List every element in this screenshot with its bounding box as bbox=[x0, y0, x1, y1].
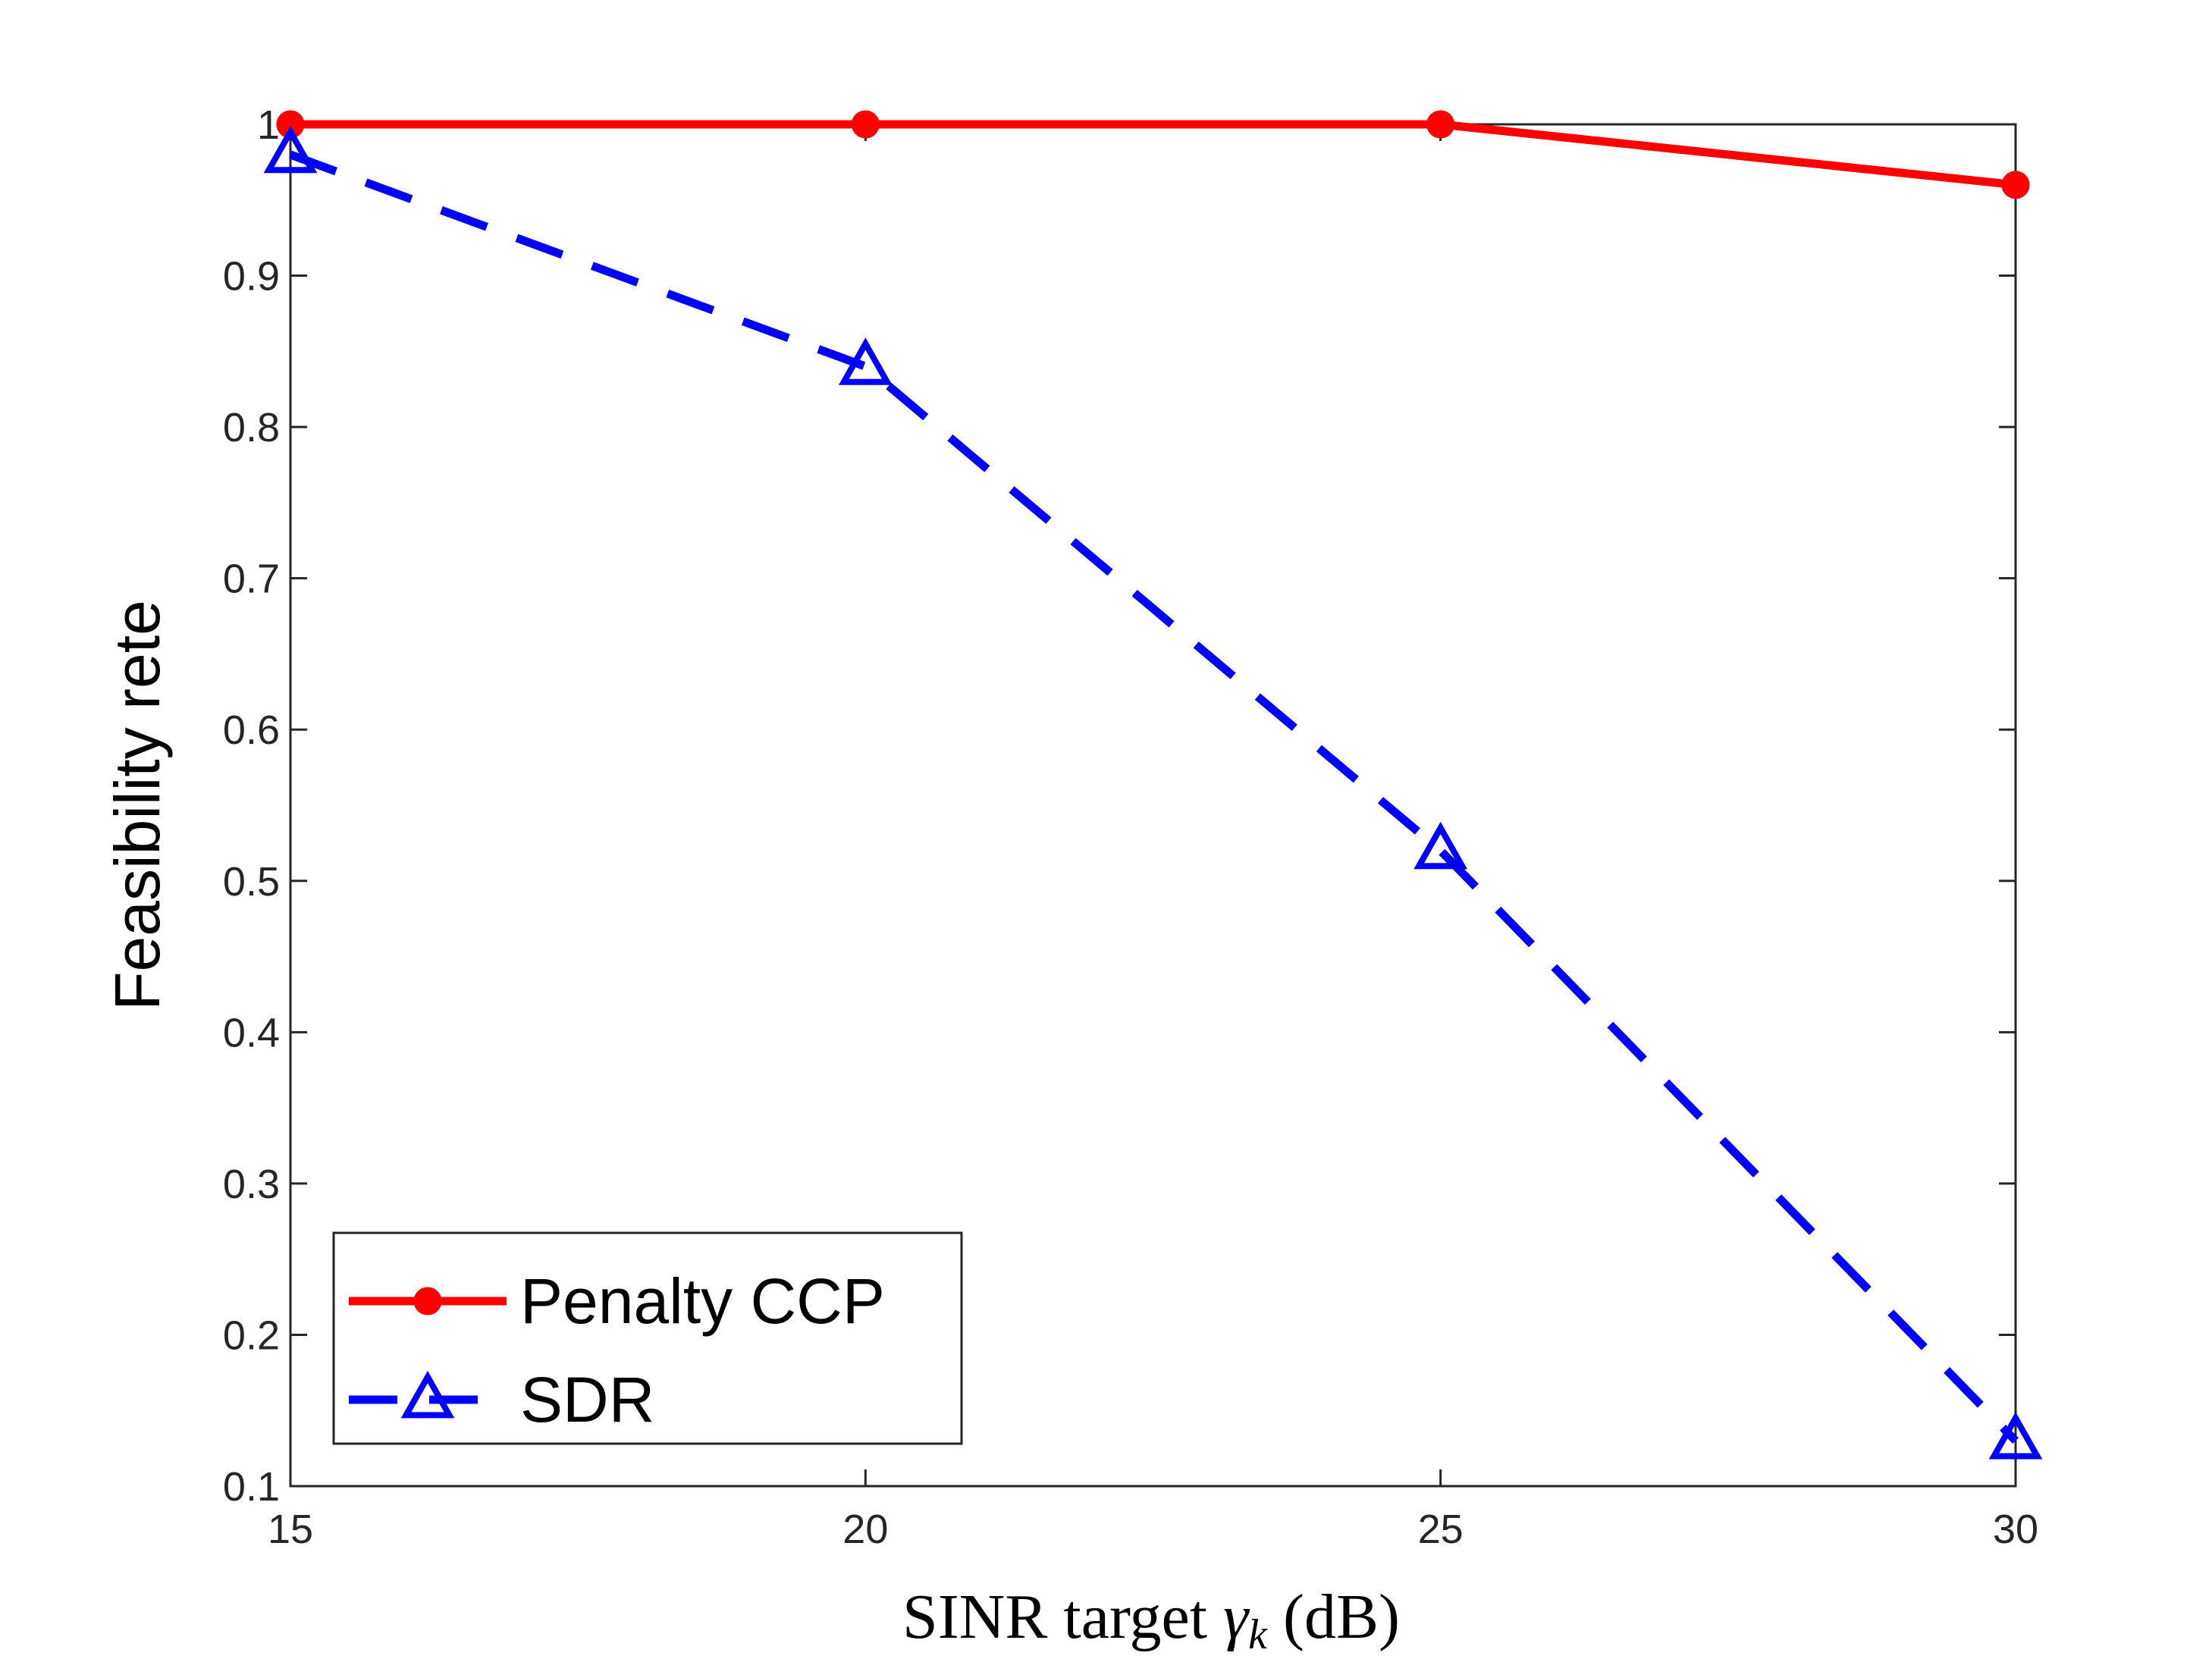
y-tick-label: 1 bbox=[257, 102, 280, 148]
x-tick-label: 15 bbox=[268, 1507, 313, 1552]
x-tick-label: 25 bbox=[1418, 1507, 1464, 1552]
y-tick-label: 0.6 bbox=[223, 707, 280, 753]
y-tick-labels: 0.1 0.2 0.3 0.4 0.5 0.6 0.7 0.8 0.9 1 bbox=[223, 102, 280, 1510]
legend-entries: Penalty CCP SDR bbox=[349, 1265, 885, 1435]
y-tick-label: 0.4 bbox=[223, 1010, 280, 1055]
data-point bbox=[1413, 821, 1468, 870]
x-axis-title: SINR target γk (dB) bbox=[902, 1582, 1400, 1658]
legend-box bbox=[332, 1231, 963, 1445]
series-line bbox=[290, 120, 2016, 190]
x-axis-title-symbol: γ bbox=[1223, 1582, 1250, 1652]
legend-entry: SDR bbox=[349, 1364, 654, 1435]
y-tick-label: 0.5 bbox=[223, 859, 280, 905]
data-point bbox=[838, 337, 893, 385]
y-tick-label: 0.2 bbox=[223, 1312, 280, 1358]
data-point bbox=[1426, 110, 1455, 139]
data-point bbox=[1988, 1412, 2043, 1460]
x-axis-title-unit: (dB) bbox=[1267, 1582, 1400, 1652]
series-layer bbox=[263, 110, 2043, 1460]
legend-entry: Penalty CCP bbox=[349, 1265, 885, 1337]
data-point bbox=[263, 125, 318, 174]
y-tick-label: 0.1 bbox=[223, 1464, 280, 1510]
y-axis-title: Feasibility rete bbox=[102, 600, 173, 1011]
y-tick-label: 0.9 bbox=[223, 254, 280, 299]
x-axis-title-main: SINR target bbox=[902, 1582, 1223, 1652]
x-tick-label: 20 bbox=[842, 1507, 888, 1552]
series-line bbox=[289, 150, 2019, 1444]
x-axis-title-subscript: k bbox=[1248, 1611, 1268, 1658]
y-tick-label: 0.7 bbox=[223, 557, 280, 602]
data-point bbox=[851, 110, 880, 139]
x-tick-labels: 15 20 25 30 bbox=[268, 1507, 2038, 1552]
series-1 bbox=[276, 110, 2030, 199]
y-tick-label: 0.8 bbox=[223, 405, 280, 450]
data-point bbox=[2001, 171, 2030, 199]
legend-marker bbox=[400, 1370, 455, 1419]
x-tick-label: 30 bbox=[1993, 1507, 2038, 1552]
legend-marker bbox=[413, 1287, 442, 1316]
series-2 bbox=[263, 125, 2043, 1460]
legend-label: Penalty CCP bbox=[520, 1265, 885, 1337]
legend: Penalty CCP SDR bbox=[332, 1231, 963, 1445]
legend-label: SDR bbox=[520, 1364, 654, 1435]
y-tick-label: 0.3 bbox=[223, 1162, 280, 1207]
